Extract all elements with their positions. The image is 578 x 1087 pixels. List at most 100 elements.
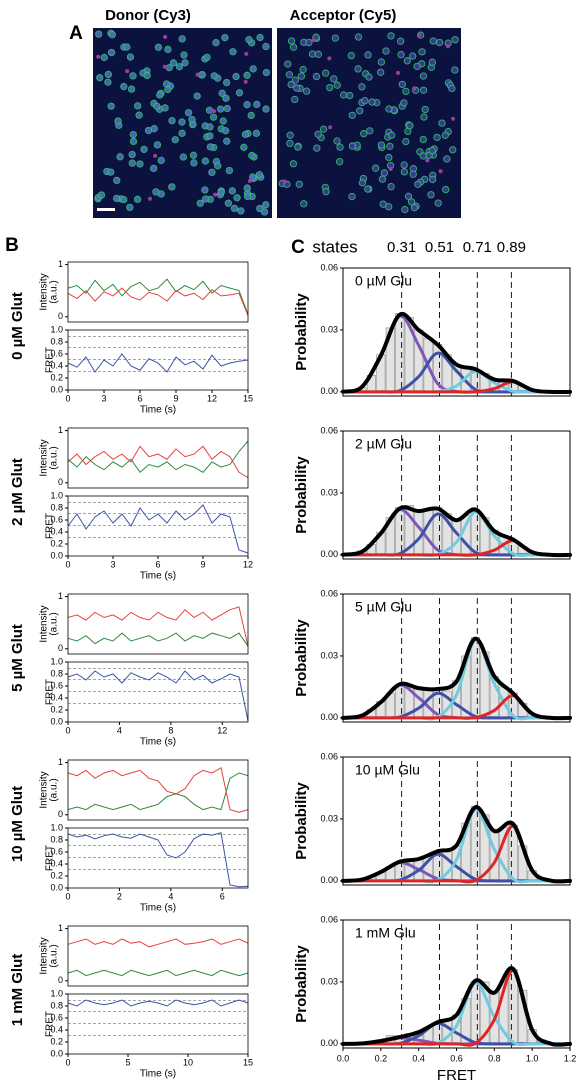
- spot: [400, 161, 408, 169]
- condition-label: 0 µM Glu: [355, 273, 412, 289]
- spot: [387, 131, 396, 139]
- y-tick-label: 1.0: [50, 490, 63, 500]
- trace-line: [67, 278, 249, 315]
- y-tick-label: 0.00: [320, 549, 338, 559]
- y-tick-label: 0.2: [50, 704, 63, 714]
- y-tick-label: 0.8: [50, 834, 63, 844]
- x-tick-label: 0.6: [450, 1053, 463, 1063]
- x-tick-label: 12: [243, 559, 253, 569]
- spot: [209, 113, 218, 121]
- spot: [449, 146, 457, 154]
- spot: [336, 143, 344, 151]
- trace-line: [67, 287, 249, 316]
- spot: [377, 141, 386, 149]
- y-tick-label: 1.0: [50, 988, 63, 998]
- spot: [95, 30, 103, 38]
- spot: [244, 51, 249, 56]
- y-tick-label: 1: [58, 757, 63, 767]
- spot: [225, 166, 234, 175]
- y-tick-label: 0.8: [50, 336, 63, 346]
- x-tick-label: 10: [183, 1057, 193, 1067]
- spot: [348, 142, 357, 150]
- trace-line: [67, 767, 249, 813]
- spot: [438, 119, 446, 127]
- spot: [419, 86, 428, 94]
- spot: [358, 83, 366, 91]
- spot: [295, 180, 303, 188]
- spot: [134, 102, 142, 110]
- spot: [448, 84, 456, 93]
- y-axis-label: (a.u.): [49, 778, 60, 801]
- spot: [96, 74, 104, 82]
- spot: [409, 170, 417, 178]
- y-axis-label: Intensity: [39, 439, 50, 476]
- spot: [286, 131, 294, 139]
- spot: [168, 183, 176, 191]
- spot: [428, 175, 437, 184]
- spot: [161, 104, 169, 112]
- spot: [302, 87, 311, 95]
- spot: [201, 157, 209, 165]
- spot: [300, 200, 308, 208]
- spot: [120, 82, 128, 91]
- spot: [442, 185, 450, 194]
- spot: [243, 184, 251, 192]
- spot: [419, 152, 427, 160]
- spot: [178, 129, 186, 137]
- spot: [428, 146, 436, 155]
- spot: [140, 145, 148, 154]
- spot: [228, 187, 236, 195]
- spot: [180, 51, 188, 59]
- plot-frame: [342, 430, 571, 560]
- spot: [157, 156, 165, 165]
- plot-frame: [67, 925, 249, 987]
- spot: [418, 48, 426, 56]
- x-tick-label: 6: [137, 393, 142, 403]
- histogram-bar: [395, 684, 405, 719]
- spot: [441, 131, 449, 139]
- spot: [400, 168, 409, 176]
- spot: [299, 65, 307, 74]
- x-axis-label: Time (s): [140, 405, 176, 416]
- spot: [224, 199, 233, 207]
- y-tick-label: 1.0: [50, 324, 63, 334]
- spot: [319, 125, 328, 133]
- spot: [262, 42, 270, 51]
- fit-line: [341, 966, 572, 1047]
- state-value: 0.71: [463, 239, 492, 256]
- spot: [260, 208, 269, 216]
- x-tick-label: 4: [168, 891, 173, 901]
- y-tick-label: 0.6: [50, 348, 63, 358]
- spot: [396, 37, 405, 45]
- spot: [127, 85, 136, 93]
- x-tick-label: 3: [110, 559, 115, 569]
- x-tick-label: 3: [101, 393, 106, 403]
- plot-frame: [67, 329, 249, 391]
- spot: [425, 158, 430, 163]
- spot: [347, 51, 355, 60]
- y-tick-label: 0.00: [320, 875, 338, 885]
- spot: [435, 38, 444, 47]
- y-tick-label: 0.4: [50, 1024, 63, 1034]
- spot: [179, 153, 187, 161]
- plot-frame: [67, 827, 249, 889]
- y-tick-label: 0.4: [50, 858, 63, 868]
- spot: [255, 171, 264, 179]
- plot-frame: [342, 593, 571, 723]
- histogram-bar: [470, 637, 480, 719]
- y-tick-label: 0.6: [50, 514, 63, 524]
- spot: [314, 50, 322, 58]
- spot: [129, 137, 138, 146]
- plot-frame: [67, 759, 249, 821]
- spot: [419, 72, 428, 80]
- x-tick-label: 0.0: [337, 1053, 350, 1063]
- spot: [107, 168, 115, 176]
- spot: [126, 53, 135, 61]
- y-axis-label: FRET: [45, 1011, 56, 1037]
- trace-line: [67, 772, 249, 811]
- plot-frame: [67, 661, 249, 723]
- y-axis-label: Probability: [293, 456, 310, 534]
- y-axis-label: FRET: [45, 679, 56, 705]
- x-tick-label: 0: [65, 725, 70, 735]
- y-tick-label: 1: [58, 591, 63, 601]
